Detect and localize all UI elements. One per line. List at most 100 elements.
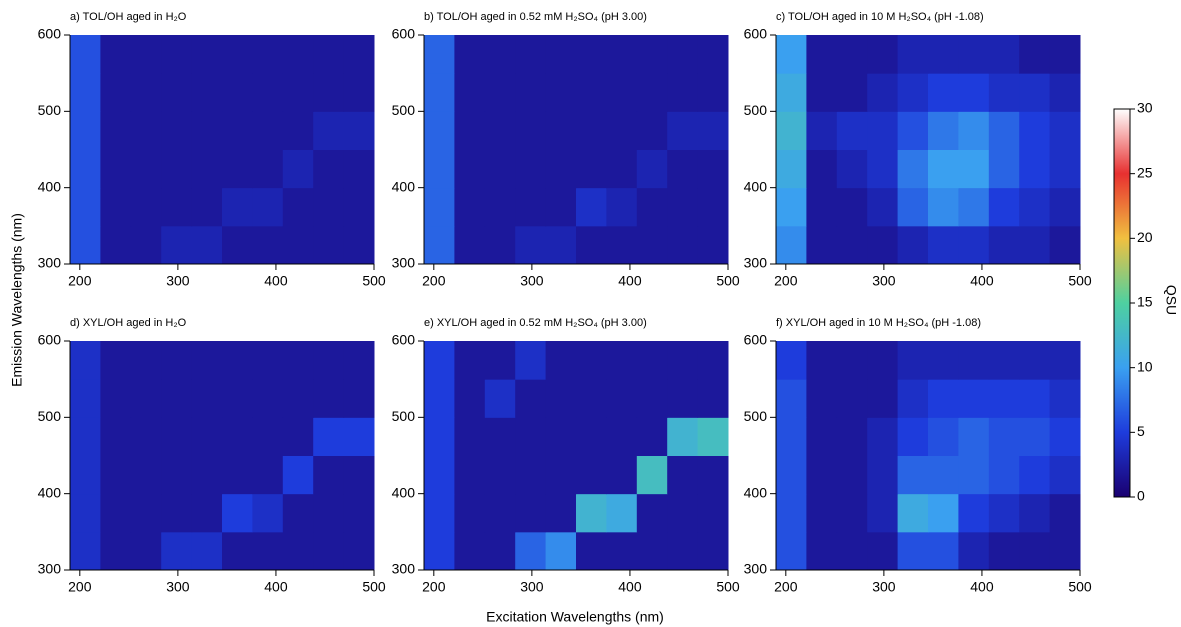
heat-cell: [958, 455, 990, 495]
heat-cell: [161, 35, 193, 74]
heat-cell: [252, 531, 284, 571]
heat-cell: [867, 187, 899, 227]
y-tick-label: 300: [392, 561, 416, 577]
heat-cell: [454, 531, 486, 571]
heat-cell: [252, 379, 284, 418]
heat-cell: [343, 187, 375, 227]
heat-cell: [515, 493, 547, 533]
x-tick-label: 200: [422, 273, 446, 289]
heat-cell: [191, 455, 223, 495]
heat-cell: [484, 531, 516, 571]
heat-cell: [988, 187, 1020, 227]
heat-cell: [636, 111, 668, 150]
heat-cell: [806, 187, 838, 227]
heat-cell: [343, 417, 375, 456]
heat-cell: [667, 417, 699, 456]
heat-cell: [424, 417, 455, 456]
heat-cell: [606, 111, 638, 150]
heat-cell: [697, 379, 729, 418]
heat-cell: [928, 455, 959, 495]
heat-cell: [867, 531, 899, 571]
heat-cell: [70, 111, 101, 150]
heat-cell: [222, 73, 253, 112]
heat-cell: [988, 73, 1020, 112]
panel-title: f) XYL/OH aged in 10 M H₂SO₄ (pH -1.08): [776, 317, 981, 329]
heat-cell: [343, 379, 375, 418]
heat-cell: [958, 417, 990, 456]
heat-cell: [836, 187, 868, 227]
heat-cell: [343, 111, 375, 150]
heat-cell: [313, 417, 345, 456]
heat-cell: [161, 379, 193, 418]
x-tick-label: 200: [774, 273, 798, 289]
heat-cell: [454, 225, 486, 265]
heat-cell: [484, 35, 516, 74]
heat-cell: [161, 493, 193, 533]
heat-cell: [191, 35, 223, 74]
heat-cell: [424, 455, 455, 495]
heat-cell: [1019, 417, 1051, 456]
panel-title: c) TOL/OH aged in 10 M H₂SO₄ (pH -1.08): [776, 11, 984, 23]
heat-cell: [928, 493, 959, 533]
heat-cell: [636, 73, 668, 112]
heat-cell: [282, 225, 314, 265]
x-tick-label: 500: [716, 273, 740, 289]
heat-cell: [867, 455, 899, 495]
heat-cell: [252, 111, 284, 150]
heat-cell: [836, 493, 868, 533]
heat-cell: [606, 379, 638, 418]
x-tick-label: 500: [362, 579, 386, 595]
y-tick-label: 500: [392, 408, 416, 424]
heat-cell: [70, 73, 101, 112]
heat-cell: [667, 187, 699, 227]
heat-cell: [545, 493, 577, 533]
heat-cell: [928, 111, 959, 150]
heat-cell: [606, 149, 638, 189]
heat-cell: [1049, 149, 1081, 189]
heat-cell: [988, 455, 1020, 495]
heat-cell: [1019, 225, 1051, 265]
heat-cell: [697, 73, 729, 112]
heat-cell: [867, 493, 899, 533]
heat-cell: [806, 493, 838, 533]
heat-cell: [836, 73, 868, 112]
heat-cell: [636, 341, 668, 380]
x-tick-label: 400: [970, 579, 994, 595]
heat-cell: [282, 531, 314, 571]
heat-cell: [867, 341, 899, 380]
heat-cell: [1049, 379, 1081, 418]
x-tick-label: 500: [1068, 579, 1092, 595]
heat-cell: [130, 493, 162, 533]
y-tick-label: 500: [744, 102, 768, 118]
heat-cell: [988, 35, 1020, 74]
heat-cell: [697, 455, 729, 495]
heat-cell: [222, 187, 253, 227]
heat-cell: [191, 149, 223, 189]
heat-cell: [424, 531, 455, 571]
heat-cell: [697, 493, 729, 533]
heat-cell: [161, 111, 193, 150]
heat-cell: [958, 149, 990, 189]
heat-cell: [484, 493, 516, 533]
heat-cell: [545, 341, 577, 380]
heat-cell: [606, 35, 638, 74]
heat-cell: [806, 417, 838, 456]
heat-cell: [836, 379, 868, 418]
heat-cell: [636, 379, 668, 418]
heat-cell: [100, 417, 132, 456]
heat-cell: [1049, 73, 1081, 112]
panel-title: e) XYL/OH aged in 0.52 mM H₂SO₄ (pH 3.00…: [424, 317, 647, 329]
x-tick-label: 200: [774, 579, 798, 595]
heat-cell: [191, 417, 223, 456]
heat-cell: [667, 73, 699, 112]
heat-cell: [424, 35, 455, 74]
heat-cell: [343, 341, 375, 380]
heat-cell: [776, 187, 807, 227]
heat-cell: [667, 149, 699, 189]
heat-cell: [897, 455, 929, 495]
heat-cell: [161, 417, 193, 456]
heat-cell: [928, 73, 959, 112]
heat-cell: [606, 225, 638, 265]
heat-cell: [928, 417, 959, 456]
